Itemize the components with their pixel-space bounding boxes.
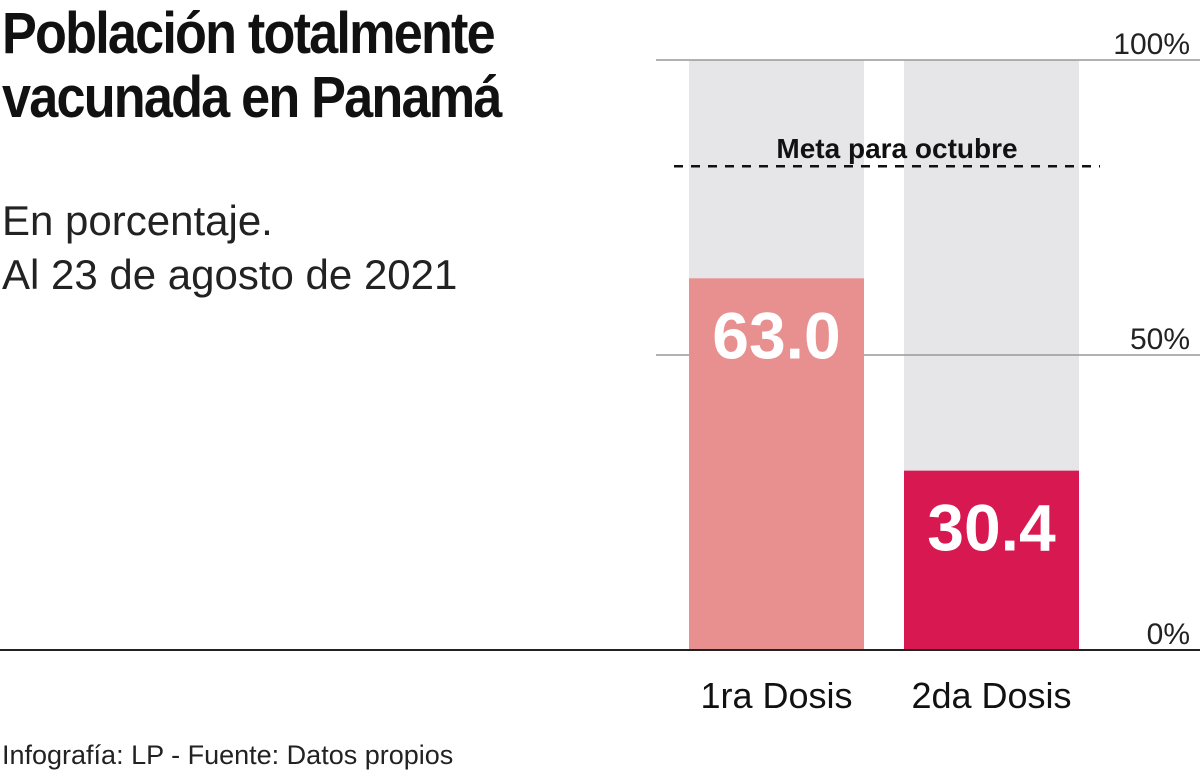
chart-title: Población totalmente vacunada en Panamá <box>2 2 578 130</box>
title-line-1: Población totalmente <box>2 1 496 66</box>
category-label-1: 1ra Dosis <box>700 675 852 716</box>
bar-2 <box>904 470 1079 650</box>
bar-value-label-2: 30.4 <box>927 491 1056 565</box>
title-line-2: vacunada en Panamá <box>2 65 502 130</box>
y-tick-label-0: 0% <box>1147 618 1190 651</box>
bar-1 <box>689 278 864 650</box>
bar-value-label-1: 63.0 <box>712 298 840 372</box>
y-tick-label-50: 50% <box>1130 323 1190 356</box>
subtitle-line-2: Al 23 de agosto de 2021 <box>2 251 458 298</box>
chart-subtitle: En porcentaje. Al 23 de agosto de 2021 <box>2 194 602 302</box>
goal-label: Meta para octubre <box>776 133 1017 164</box>
source-credit: Infografía: LP - Fuente: Datos propios <box>2 740 454 770</box>
y-tick-label-100: 100% <box>1113 28 1190 61</box>
subtitle-line-1: En porcentaje. <box>2 197 273 244</box>
category-label-2: 2da Dosis <box>911 675 1071 716</box>
